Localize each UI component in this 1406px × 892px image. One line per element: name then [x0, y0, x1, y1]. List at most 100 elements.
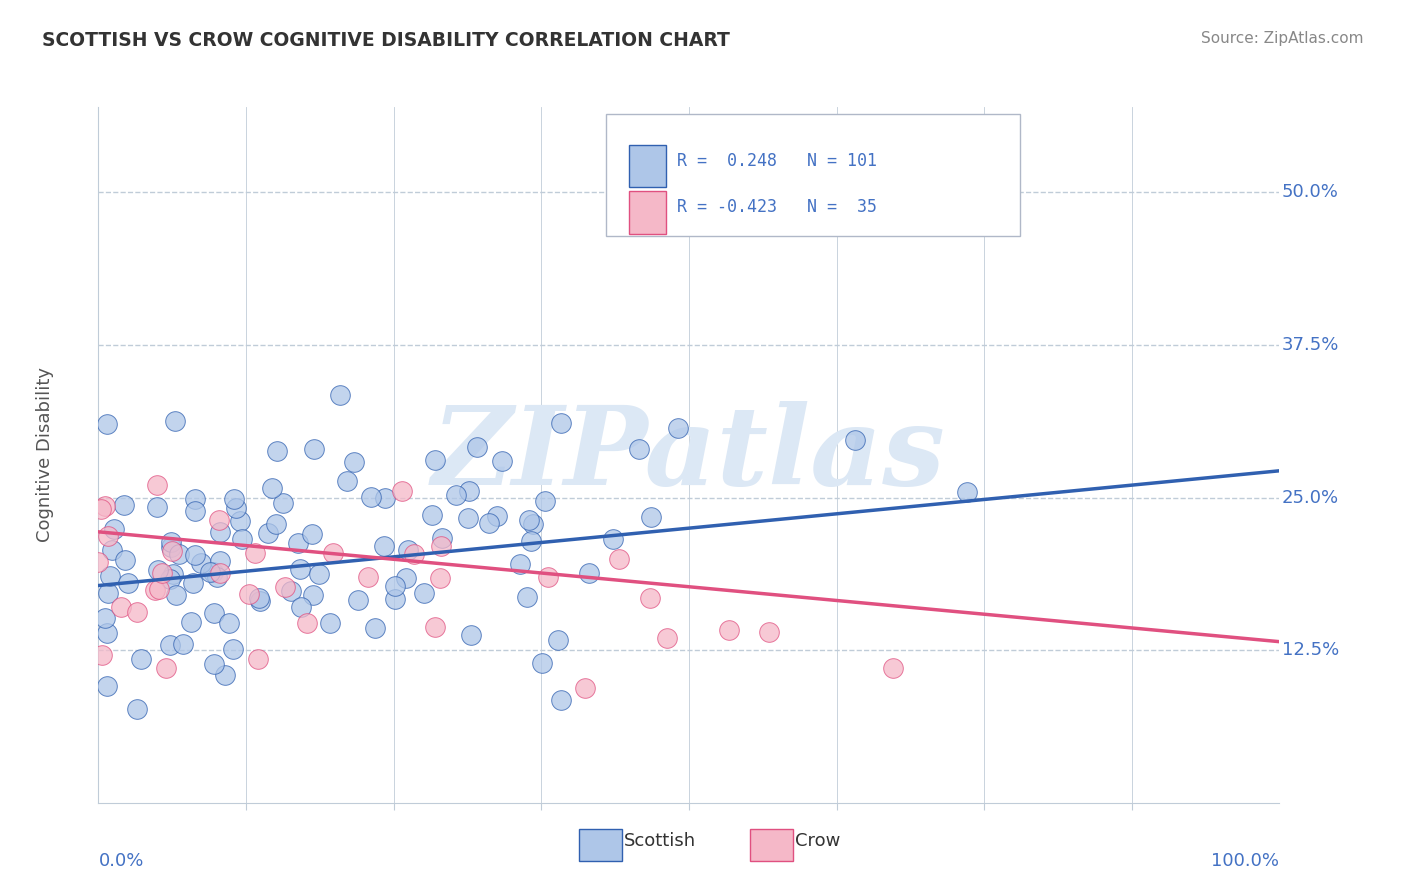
Point — [308, 566, 330, 581]
Text: SCOTTISH VS CROW COGNITIVE DISABILITY CORRELATION CHART: SCOTTISH VS CROW COGNITIVE DISABILITY CO… — [42, 31, 730, 50]
Point — [224, 491, 246, 506]
Point — [302, 442, 325, 456]
Point — [457, 483, 479, 498]
Text: 12.5%: 12.5% — [1282, 641, 1339, 659]
Point — [343, 455, 366, 469]
Point — [159, 572, 181, 586]
Point — [205, 569, 228, 583]
Point — [290, 599, 312, 614]
Point — [264, 517, 287, 532]
Point — [90, 502, 112, 516]
Point — [150, 566, 173, 580]
Point — [457, 511, 479, 525]
Point — [287, 535, 309, 549]
Point — [97, 529, 120, 543]
Point — [491, 453, 513, 467]
Text: 50.0%: 50.0% — [1282, 184, 1339, 202]
Point — [112, 498, 135, 512]
Point — [322, 546, 344, 560]
Point — [666, 421, 689, 435]
Point — [638, 591, 661, 605]
Point — [260, 481, 283, 495]
Point — [208, 513, 231, 527]
Point — [172, 637, 194, 651]
Point — [718, 623, 741, 637]
Point — [516, 590, 538, 604]
Point — [180, 615, 202, 629]
Point — [295, 616, 318, 631]
Point — [97, 586, 120, 600]
Point — [301, 526, 323, 541]
FancyBboxPatch shape — [751, 829, 793, 861]
Point — [335, 474, 357, 488]
Point — [423, 452, 446, 467]
Point — [373, 539, 395, 553]
Point — [537, 570, 560, 584]
Point — [190, 556, 212, 570]
Point — [96, 679, 118, 693]
Point — [478, 516, 501, 531]
Point — [627, 442, 650, 456]
Point — [143, 582, 166, 597]
Point — [360, 491, 382, 505]
Point — [318, 615, 340, 630]
FancyBboxPatch shape — [606, 114, 1019, 235]
Point — [519, 513, 541, 527]
Point — [184, 548, 207, 562]
Point — [146, 500, 169, 514]
Text: 25.0%: 25.0% — [1282, 489, 1339, 507]
Text: 0.0%: 0.0% — [98, 852, 143, 870]
Point — [301, 589, 323, 603]
Point — [423, 619, 446, 633]
Point — [218, 615, 240, 630]
Point — [231, 532, 253, 546]
Point — [288, 562, 311, 576]
Text: R = -0.423   N =  35: R = -0.423 N = 35 — [676, 198, 877, 216]
Point — [550, 692, 572, 706]
Point — [125, 605, 148, 619]
Point — [129, 652, 152, 666]
Point — [162, 567, 184, 582]
Point — [110, 599, 132, 614]
Point — [146, 563, 169, 577]
Point — [145, 478, 167, 492]
Point — [486, 509, 509, 524]
Point — [533, 493, 555, 508]
Point — [98, 569, 121, 583]
Point — [602, 532, 624, 546]
Point — [429, 571, 451, 585]
Point — [127, 702, 149, 716]
Point — [165, 588, 187, 602]
Text: 37.5%: 37.5% — [1282, 336, 1339, 354]
FancyBboxPatch shape — [628, 192, 666, 234]
Point — [257, 526, 280, 541]
Point — [522, 516, 544, 531]
Point — [202, 607, 225, 621]
Point — [384, 579, 406, 593]
Point — [547, 632, 569, 647]
Point — [238, 587, 260, 601]
Text: Crow: Crow — [796, 832, 841, 850]
Point — [200, 566, 222, 580]
Point — [167, 548, 190, 562]
Point — [159, 535, 181, 549]
Point — [882, 661, 904, 675]
Point — [273, 580, 295, 594]
Point — [91, 648, 114, 662]
Point — [413, 586, 436, 600]
Point — [159, 541, 181, 555]
Point — [148, 582, 170, 596]
Point — [420, 508, 443, 522]
Text: Scottish: Scottish — [624, 832, 696, 850]
Point — [578, 566, 600, 581]
Point — [247, 591, 270, 605]
Point — [94, 499, 117, 513]
Point — [396, 542, 419, 557]
Point — [550, 417, 572, 431]
Point — [221, 642, 243, 657]
FancyBboxPatch shape — [579, 829, 621, 861]
Point — [395, 571, 418, 585]
Point — [103, 522, 125, 536]
Text: 100.0%: 100.0% — [1212, 852, 1279, 870]
Point — [574, 681, 596, 695]
